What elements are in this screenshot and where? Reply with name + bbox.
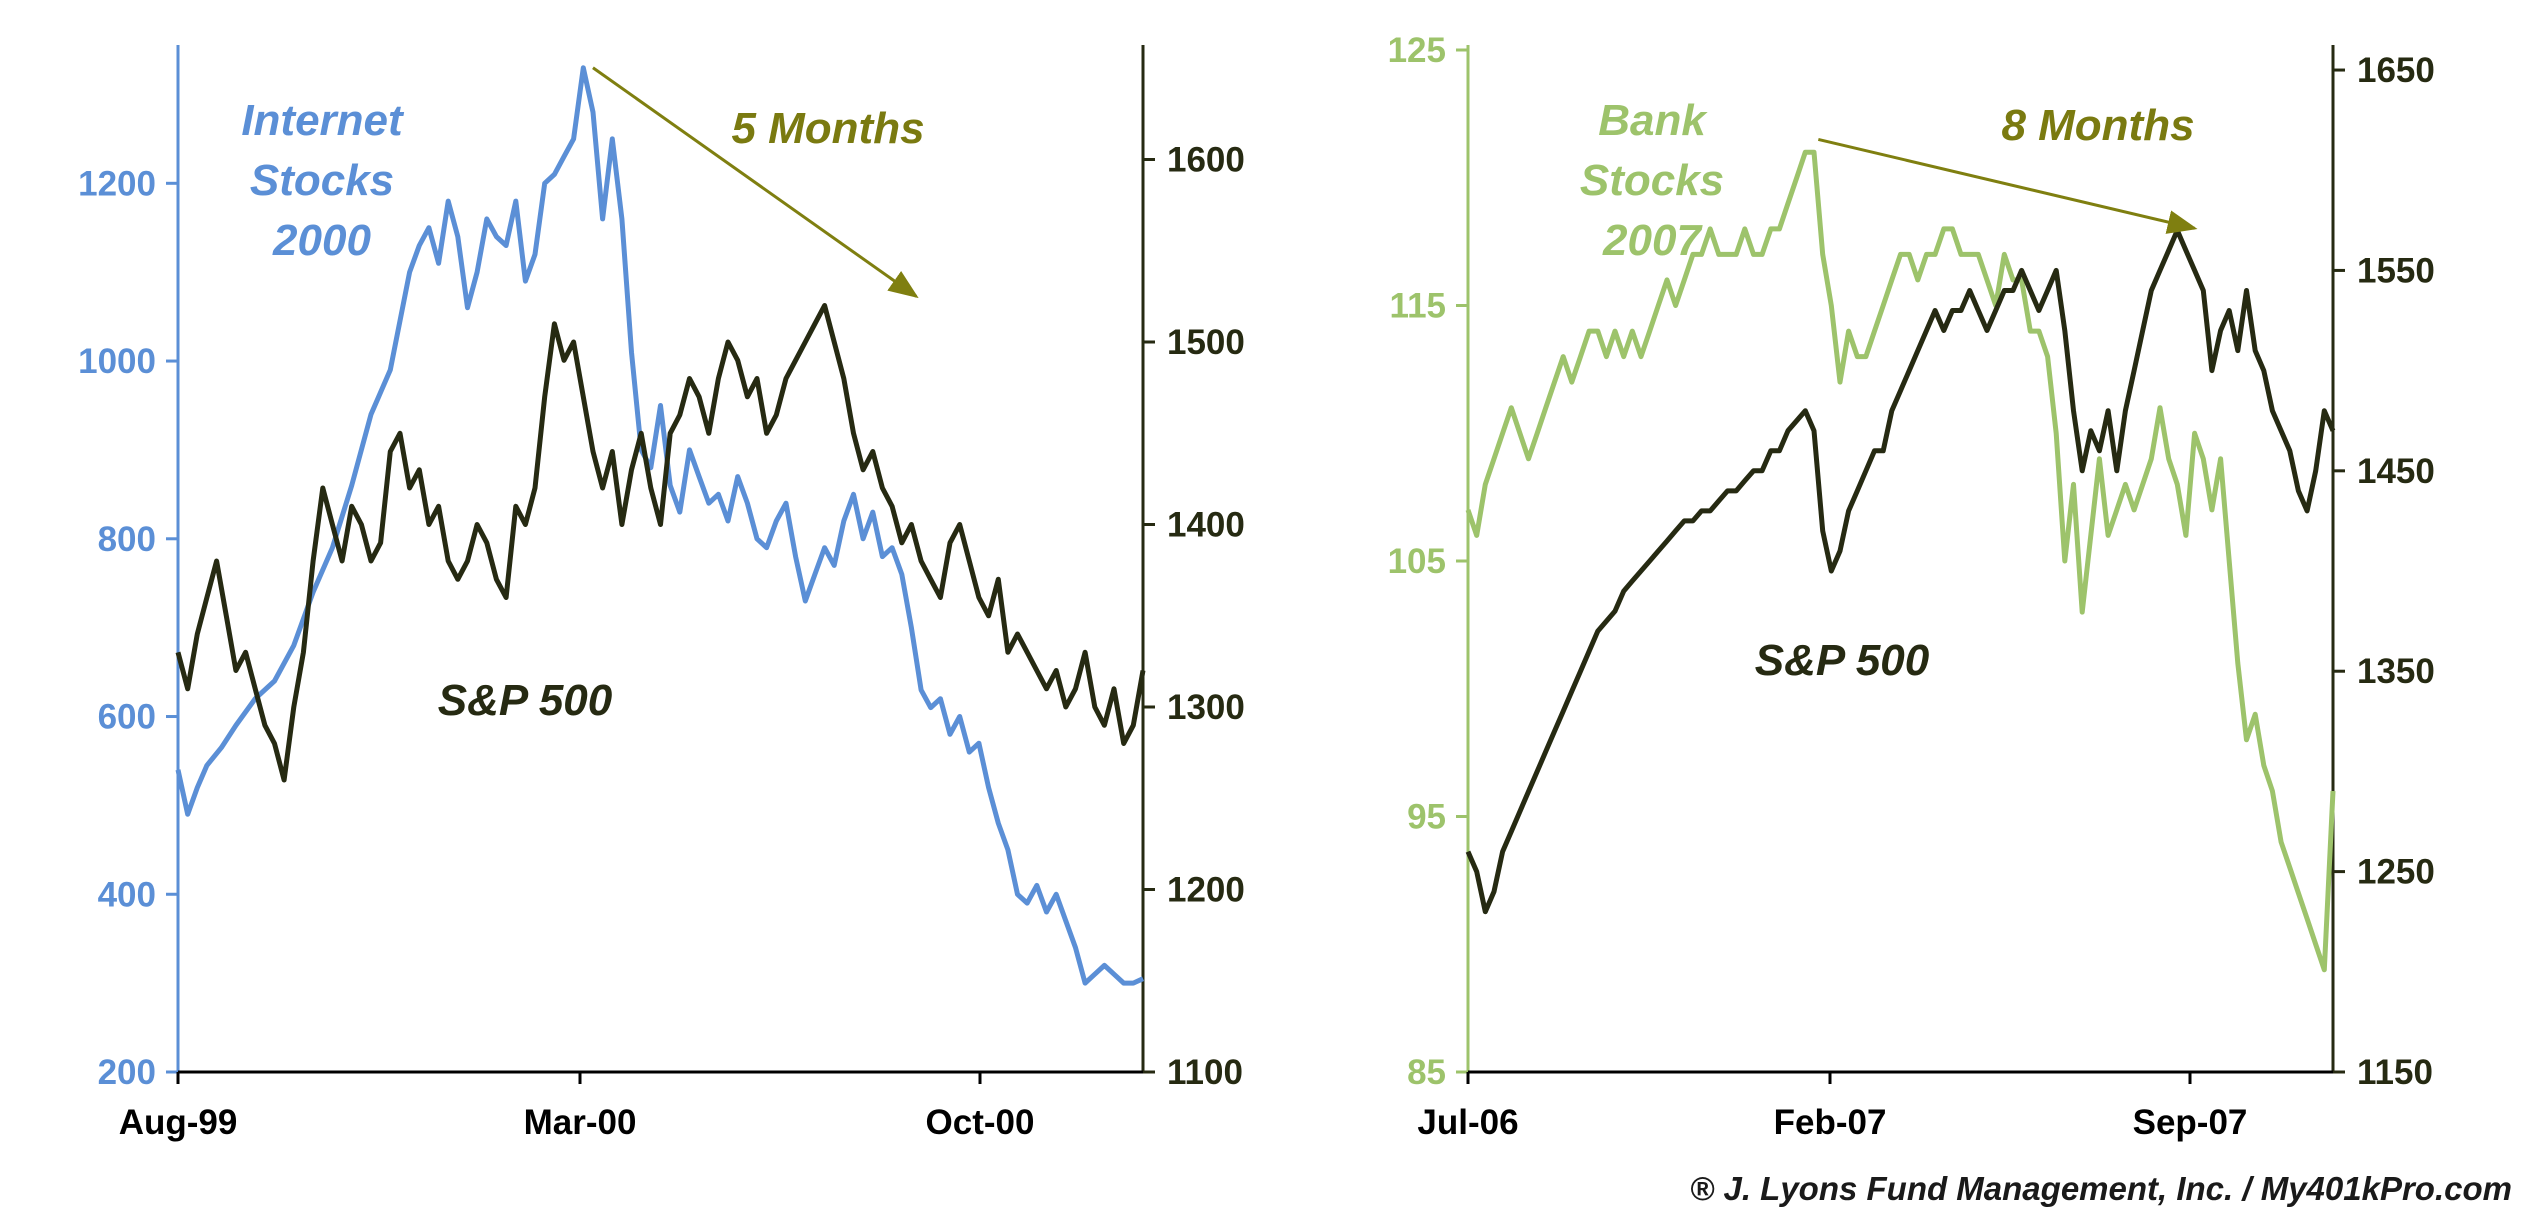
internet-vs-sp500-chart: 200 400 600 800 1000 1200 1100 1200 1300 1400 1500… xyxy=(78,45,1245,1142)
x-axis-tick-label: Feb-07 xyxy=(1774,1103,1887,1142)
right-axis-tick-label: 1650 xyxy=(2357,51,2435,90)
right-axis-tick-label: 1450 xyxy=(2357,452,2435,491)
series-label-line: Bank xyxy=(1598,96,1708,145)
months-label: 8 Months xyxy=(2001,101,2194,150)
series-label-line: 2007 xyxy=(1602,216,1703,265)
internet-stocks-line xyxy=(175,65,1145,986)
peak-to-peak-arrow xyxy=(1817,137,2198,234)
left-axis-tick-label: 115 xyxy=(1390,287,1446,326)
left-axis-tick-label: 95 xyxy=(1407,798,1446,837)
x-axis-tick-label: Oct-00 xyxy=(926,1103,1035,1142)
right-axis-tick-label: 1300 xyxy=(1167,688,1245,727)
bank-stocks-line xyxy=(1465,149,2336,973)
bank-vs-sp500-chart: 85 95 105 115 125 1150 1250 1350 1450 1550 1650 Jul… xyxy=(1388,31,2435,1142)
right-axis-tick-label: 1600 xyxy=(1167,141,1245,180)
right-axis-tick-label: 1250 xyxy=(2357,853,2435,892)
left-axis-tick-label: 200 xyxy=(98,1053,156,1092)
left-axis-tick-label: 600 xyxy=(98,698,156,737)
left-axis-tick-label: 1200 xyxy=(78,164,156,203)
left-axis-tick-label: 1000 xyxy=(78,342,156,381)
right-axis-tick-label: 1200 xyxy=(1167,871,1245,910)
sp500-label: S&P 500 xyxy=(1755,636,1930,685)
copyright-credit: ® J. Lyons Fund Management, Inc. / My401… xyxy=(1690,1170,2512,1207)
x-axis-tick-label: Mar-00 xyxy=(524,1103,637,1142)
x-axis-tick-label: Aug-99 xyxy=(119,1103,238,1142)
left-axis-tick-label: 125 xyxy=(1388,31,1446,70)
right-axis-tick-label: 1350 xyxy=(2357,652,2435,691)
months-label: 5 Months xyxy=(731,104,924,153)
sp500-line xyxy=(1465,227,2336,915)
left-axis-tick-label: 800 xyxy=(98,520,156,559)
series-label-line: Stocks xyxy=(1580,156,1724,205)
series-label-line: Internet xyxy=(241,96,405,145)
x-axis-tick-label: Sep-07 xyxy=(2133,1103,2248,1142)
left-axis-tick-label: 85 xyxy=(1407,1053,1446,1092)
right-axis-tick-label: 1550 xyxy=(2357,251,2435,290)
left-axis-tick-label: 400 xyxy=(98,875,156,914)
peak-to-peak-arrow xyxy=(592,66,919,299)
right-axis-tick-label: 1150 xyxy=(2357,1053,2433,1092)
x-axis-tick-label: Jul-06 xyxy=(1417,1103,1518,1142)
right-axis-tick-label: 1400 xyxy=(1167,506,1245,545)
series-label-line: Stocks xyxy=(250,156,394,205)
sp500-line xyxy=(175,303,1146,783)
sp500-label: S&P 500 xyxy=(438,676,613,725)
left-axis-tick-label: 105 xyxy=(1388,542,1446,581)
series-label-line: 2000 xyxy=(272,216,371,265)
right-axis-tick-label: 1500 xyxy=(1167,323,1245,362)
right-axis-tick-label: 1100 xyxy=(1167,1053,1243,1092)
